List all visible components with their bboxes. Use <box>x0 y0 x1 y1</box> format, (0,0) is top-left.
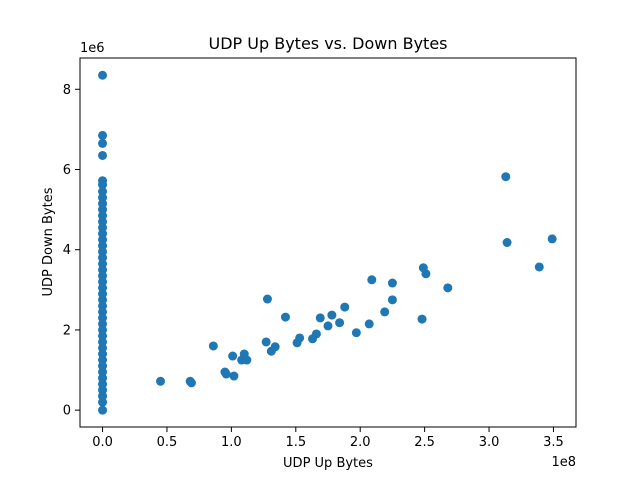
points-layer <box>98 70 557 415</box>
y-tick-label: 0 <box>63 404 71 419</box>
data-point <box>98 130 108 140</box>
data-point <box>98 180 108 190</box>
data-point <box>340 302 350 312</box>
data-point <box>262 294 272 304</box>
data-point <box>98 138 108 148</box>
data-point <box>228 351 238 361</box>
x-tick-label: 3.0 <box>479 435 500 450</box>
data-point <box>270 342 280 352</box>
axes-frame <box>79 57 577 428</box>
data-point <box>186 378 196 388</box>
x-tick-label: 0.0 <box>92 435 113 450</box>
y-tick-label: 6 <box>63 163 71 178</box>
data-point <box>156 376 166 386</box>
data-point <box>502 238 512 247</box>
data-point <box>327 310 337 320</box>
data-point <box>311 329 321 339</box>
data-point <box>351 328 361 338</box>
data-point <box>98 150 108 160</box>
data-point <box>443 283 453 293</box>
data-point <box>229 371 239 381</box>
y-scale-label: 1e6 <box>80 41 105 56</box>
data-point <box>98 405 108 415</box>
data-point <box>547 234 557 244</box>
x-tick-label: 2.0 <box>350 435 371 450</box>
y-tick-label: 4 <box>63 243 71 258</box>
data-point <box>323 321 333 331</box>
x-tick-label: 2.5 <box>414 435 435 450</box>
x-axis-label: UDP Up Bytes <box>283 456 373 471</box>
data-point <box>335 318 345 328</box>
data-point <box>98 397 108 407</box>
x-tick-label: 1.5 <box>285 435 306 450</box>
data-point <box>501 172 511 182</box>
data-point <box>364 319 374 329</box>
data-point <box>208 341 218 351</box>
data-point <box>387 278 397 288</box>
y-tick-label: 8 <box>63 83 71 98</box>
x-scale-label: 1e8 <box>551 455 576 470</box>
data-point <box>221 369 231 379</box>
data-point <box>280 312 290 322</box>
data-point <box>417 314 427 324</box>
data-point <box>295 333 305 343</box>
x-tick-label: 1.0 <box>221 435 242 450</box>
data-point <box>315 313 325 323</box>
chart-title: UDP Up Bytes vs. Down Bytes <box>209 34 448 53</box>
data-point <box>98 70 108 80</box>
x-tick-label: 0.5 <box>157 435 178 450</box>
x-tick-label: 3.5 <box>543 435 564 450</box>
y-tick-label: 2 <box>63 323 71 338</box>
data-point <box>242 355 252 365</box>
data-point <box>380 307 390 317</box>
x-axis: 0.0 0.5 1.0 1.5 2.0 2.5 3.0 3.5 <box>92 427 564 450</box>
data-point <box>534 262 544 272</box>
data-point <box>367 275 377 285</box>
data-point <box>421 269 431 279</box>
data-point <box>387 295 397 305</box>
y-axis-label: UDP Down Bytes <box>41 187 56 296</box>
y-axis: 0 2 4 6 8 <box>63 83 80 419</box>
data-point <box>261 337 271 347</box>
